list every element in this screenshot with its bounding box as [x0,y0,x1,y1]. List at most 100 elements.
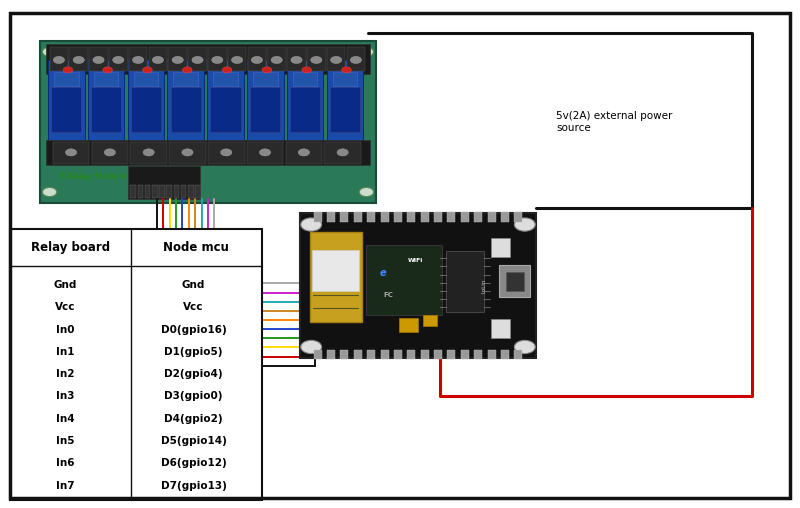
Text: D3(gpio0): D3(gpio0) [164,392,223,401]
Bar [514,212,522,221]
Bar [109,47,128,71]
Bar [210,87,241,132]
Text: Relay board: Relay board [30,241,110,254]
Bar [46,44,370,74]
Text: 8 Relay Module: 8 Relay Module [60,172,126,181]
Bar [247,60,284,141]
Bar [54,72,78,86]
Bar [333,72,358,86]
Text: In5: In5 [56,436,74,446]
Bar [326,47,346,71]
Bar [92,142,128,164]
Bar [128,60,164,141]
Bar [488,350,496,359]
Bar [166,185,172,198]
Text: WiFi: WiFi [407,258,423,263]
Bar [130,185,136,198]
Text: In4: In4 [56,414,74,424]
Bar [70,47,88,71]
Text: FC: FC [384,292,394,298]
Bar [514,350,522,359]
Circle shape [330,56,342,64]
Bar [188,47,207,71]
Text: 5v(2A) external power
source: 5v(2A) external power source [556,111,672,133]
Bar [340,350,348,359]
Text: Vcc: Vcc [183,302,204,312]
Bar [293,72,318,86]
Bar [447,350,455,359]
Bar [91,87,122,132]
Bar [286,142,322,164]
Bar [181,185,186,198]
Bar [461,350,469,359]
Bar [314,212,322,221]
Bar [434,212,442,221]
Bar [213,72,238,86]
Circle shape [262,67,272,73]
Circle shape [259,149,270,156]
Bar [188,185,194,198]
Circle shape [66,149,77,156]
Circle shape [251,56,262,64]
Bar [407,350,415,359]
Text: In1: In1 [56,347,74,357]
Circle shape [302,67,311,73]
Bar [10,229,262,500]
Bar [381,212,389,221]
Bar [394,350,402,359]
Circle shape [133,56,144,64]
Circle shape [298,149,310,156]
Bar [130,87,161,132]
Text: D7(gpio13): D7(gpio13) [161,481,226,491]
Circle shape [350,56,362,64]
Circle shape [142,67,152,73]
Bar [310,232,362,322]
Bar [399,318,418,332]
Circle shape [301,340,322,354]
Bar [326,60,363,141]
Circle shape [182,149,193,156]
Text: In7: In7 [56,481,74,491]
Bar [167,60,204,141]
Circle shape [359,187,374,197]
Text: Node mcu: Node mcu [163,241,229,254]
Bar [499,266,530,297]
Bar [287,60,323,141]
Text: D1(gpio5): D1(gpio5) [164,347,223,357]
Circle shape [301,218,322,231]
Bar [46,140,370,165]
Bar [250,87,281,132]
Circle shape [337,149,348,156]
Bar [170,142,206,164]
Bar [40,41,376,203]
Bar [346,47,366,71]
Bar [128,166,200,199]
Bar [367,350,375,359]
Bar [287,47,306,71]
Circle shape [73,56,84,64]
Circle shape [514,340,535,354]
Bar [170,87,201,132]
Bar [253,72,278,86]
Bar [381,350,389,359]
Circle shape [514,218,535,231]
Bar [447,212,455,221]
Text: Vcc: Vcc [54,302,75,312]
Bar [488,212,496,221]
Bar [461,212,469,221]
Bar [169,47,187,71]
Circle shape [291,56,302,64]
Bar [174,72,198,86]
Bar [325,142,361,164]
Circle shape [182,67,192,73]
Bar [208,142,245,164]
Circle shape [231,56,242,64]
Bar [354,212,362,221]
Circle shape [93,56,104,64]
Bar [367,212,375,221]
Bar [340,212,348,221]
Bar [312,250,359,291]
Circle shape [113,56,124,64]
Bar [421,212,429,221]
Circle shape [342,67,351,73]
